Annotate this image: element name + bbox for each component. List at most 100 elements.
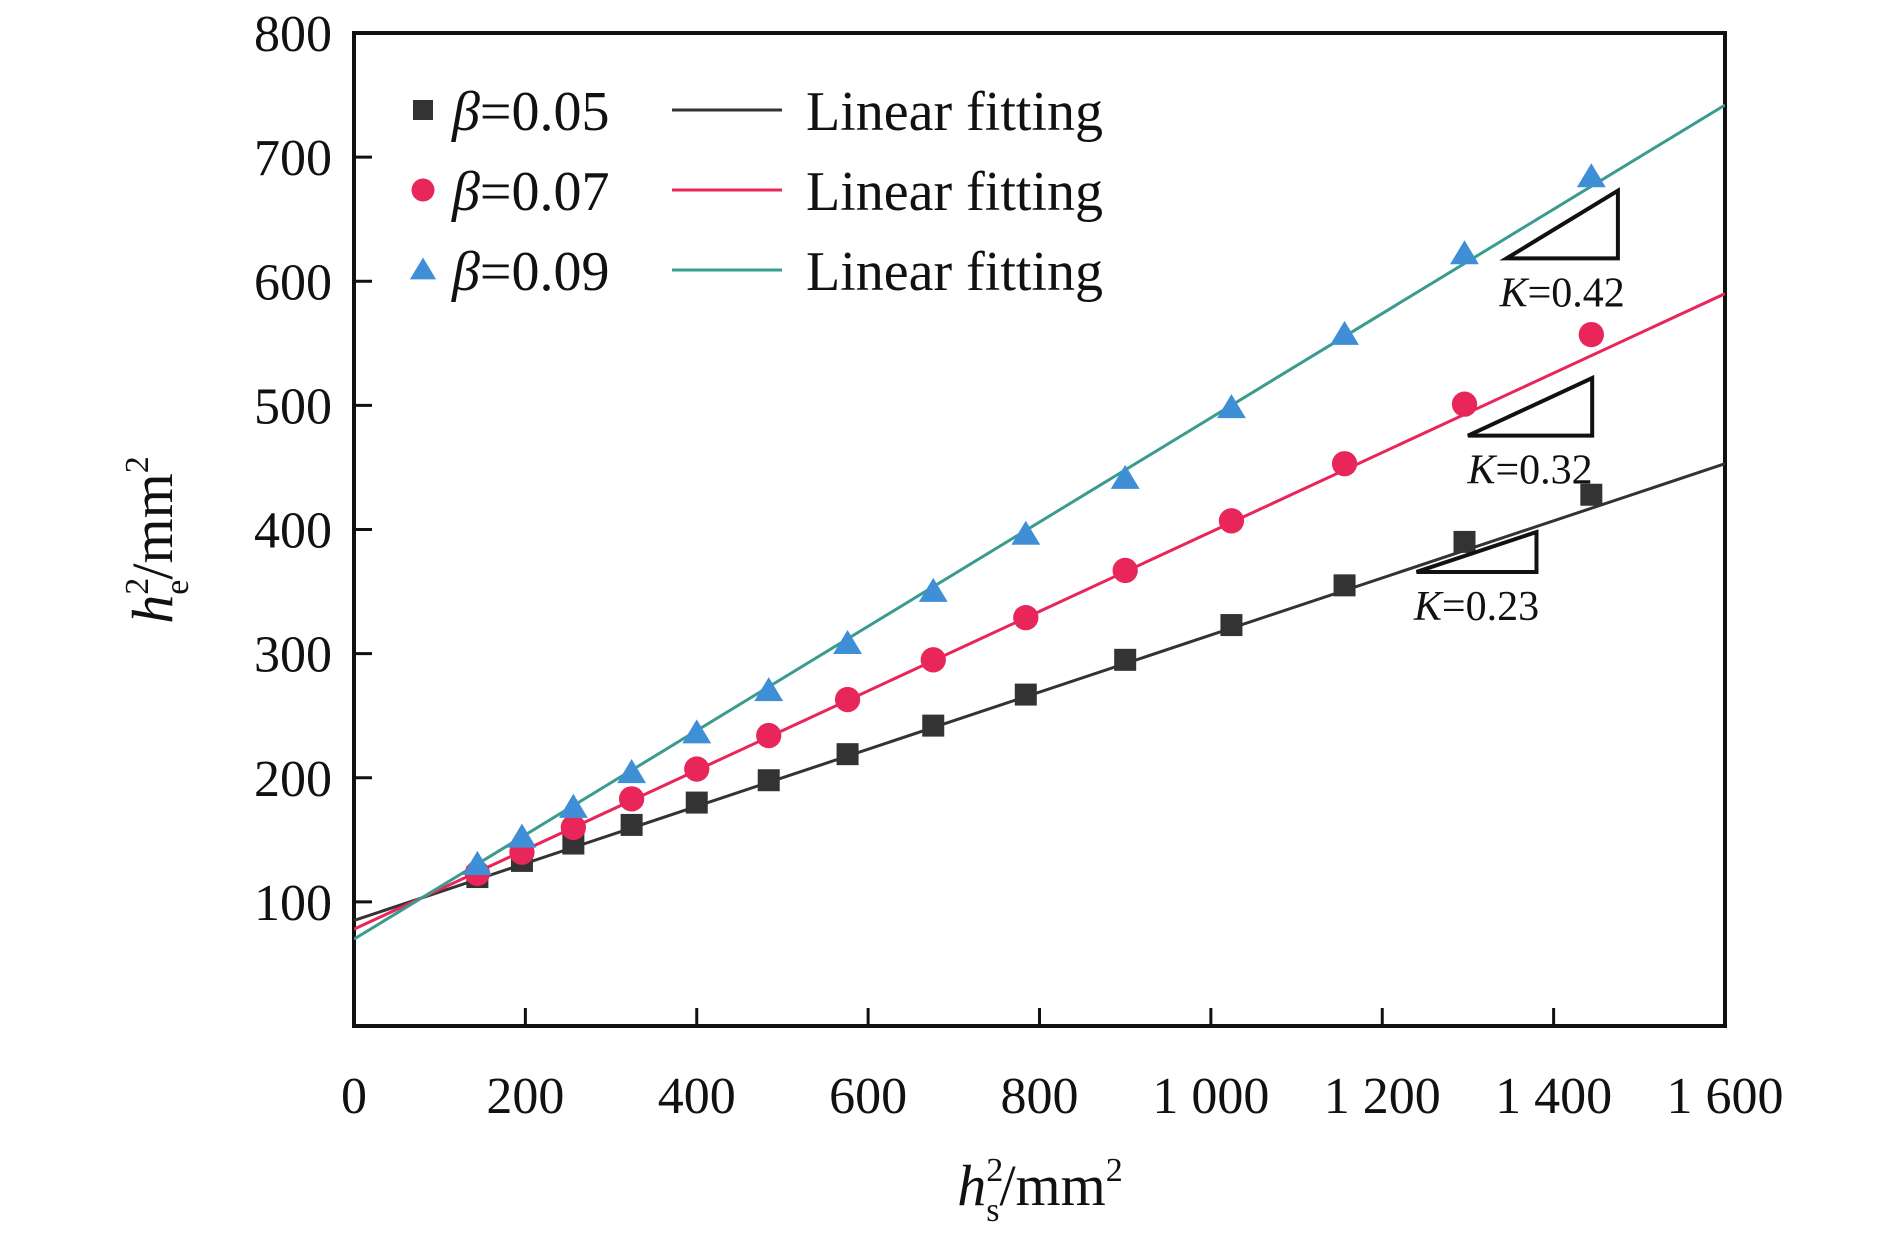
data-point-series-3 (754, 677, 784, 702)
y-axis-label-unit: /mm (120, 473, 185, 579)
data-point-series-2 (1331, 451, 1358, 477)
data-point-series-2 (1451, 391, 1478, 417)
legend-marker-series-1 (413, 100, 433, 120)
data-point-series-1 (1220, 614, 1243, 637)
x-axis-label-sub: s (986, 1192, 999, 1229)
x-tick-label: 1 600 (1667, 1068, 1784, 1125)
legend-beta-value: =0.07 (480, 161, 610, 223)
slope-label-symbol: K (1413, 584, 1444, 630)
legend-marker-series-3 (409, 257, 437, 280)
y-axis-label: h2e/mm2 (119, 456, 196, 623)
x-tick-label: 1 000 (1152, 1068, 1269, 1125)
slope-label-value: =0.23 (1442, 584, 1539, 630)
data-point-series-2 (1578, 321, 1604, 348)
x-tick-label: 1 200 (1324, 1068, 1441, 1125)
x-axis: 0 200 400 600 800 1 000 1 200 1 400 1 600 (341, 1008, 1784, 1125)
x-axis-label-base: h (957, 1153, 986, 1218)
y-tick-label: 700 (254, 130, 332, 187)
data-point-series-1 (620, 813, 643, 836)
data-point-series-2 (560, 814, 587, 841)
data-point-series-3 (682, 719, 712, 744)
x-axis-label-sup: 2 (986, 1152, 1003, 1189)
x-tick-label: 1 400 (1495, 1068, 1612, 1125)
legend-beta-value: =0.05 (480, 81, 610, 143)
slope-label-value: =0.42 (1528, 270, 1625, 316)
legend-label-series-3: β=0.09 (451, 241, 609, 303)
y-tick-label: 200 (254, 751, 332, 808)
data-point-series-1 (922, 714, 945, 737)
slope-label-series-1: K=0.23 (1413, 584, 1539, 630)
slope-triangle-series-3 (1499, 187, 1620, 261)
y-tick-label: 600 (254, 254, 332, 311)
data-point-series-3 (1011, 520, 1041, 545)
data-point-series-1 (757, 769, 780, 792)
legend-label-series-1: β=0.05 (451, 81, 609, 143)
legend-beta-symbol: β (451, 241, 480, 303)
x-tick-label: 0 (341, 1068, 367, 1125)
data-point-series-1 (1114, 648, 1137, 671)
data-point-series-3 (558, 793, 588, 818)
data-point-series-1 (1014, 683, 1037, 706)
data-point-series-2 (920, 647, 946, 673)
y-axis-label-base: h (120, 595, 185, 624)
legend-fit-label-series-3: Linear fitting (806, 241, 1103, 303)
data-point-series-1 (685, 791, 708, 814)
x-axis-label-unit-sup: 2 (1106, 1152, 1123, 1189)
data-point-series-1 (1333, 574, 1356, 597)
slope-triangle-series-2 (1467, 374, 1595, 438)
legend-beta-value: =0.09 (480, 241, 610, 303)
fit-line-series-3 (354, 103, 1725, 941)
data-markers (462, 163, 1606, 889)
legend-beta-symbol: β (451, 161, 480, 223)
data-point-series-3 (1110, 464, 1140, 489)
data-point-series-3 (1217, 394, 1246, 419)
data-point-series-2 (684, 756, 710, 782)
data-point-series-3 (1330, 320, 1359, 345)
data-point-series-2 (834, 686, 861, 713)
data-point-series-2 (756, 722, 782, 749)
x-axis-label-unit: /mm (999, 1153, 1105, 1218)
y-axis: 100 200 300 400 500 600 700 800 (254, 6, 372, 932)
data-point-series-3 (507, 823, 537, 848)
legend-beta-symbol: β (451, 81, 480, 143)
data-point-series-1 (836, 743, 859, 766)
x-tick-label: 800 (1001, 1068, 1079, 1125)
data-point-series-3 (1576, 163, 1606, 188)
legend-fit-label-series-1: Linear fitting (806, 81, 1103, 143)
slope-label-value: =0.32 (1495, 448, 1592, 494)
x-tick-label: 200 (486, 1068, 564, 1125)
data-point-series-2 (1112, 557, 1138, 584)
y-tick-label: 500 (254, 378, 332, 435)
slope-triangle-series-1 (1415, 529, 1539, 574)
data-point-series-2 (1013, 604, 1039, 631)
fit-lines (354, 103, 1725, 941)
slope-annotations: K=0.23K=0.32K=0.42 (1413, 187, 1625, 630)
data-point-series-3 (833, 629, 862, 655)
y-axis-label-sup: 2 (119, 578, 156, 595)
x-axis-label: h2 s/mm2 (957, 1152, 1123, 1229)
data-point-series-2 (1218, 508, 1245, 534)
legend-label-series-2: β=0.07 (451, 161, 609, 223)
slope-label-series-2: K=0.32 (1466, 448, 1592, 494)
slope-label-symbol: K (1499, 270, 1530, 316)
legend-marker-series-2 (411, 178, 435, 202)
data-point-series-3 (617, 759, 647, 784)
x-tick-label: 600 (829, 1068, 907, 1125)
data-point-series-3 (462, 850, 492, 875)
slope-label-series-3: K=0.42 (1499, 270, 1625, 316)
legend-fit-label-series-2: Linear fitting (806, 161, 1103, 223)
data-point-series-3 (918, 577, 948, 602)
y-axis-label-unit-sup: 2 (119, 456, 156, 473)
fit-line-series-1 (354, 462, 1725, 922)
y-tick-label: 400 (254, 503, 332, 560)
data-point-series-1 (1453, 530, 1476, 553)
data-point-series-3 (1450, 240, 1479, 265)
slope-label-symbol: K (1466, 448, 1497, 494)
data-point-series-1 (1580, 483, 1603, 506)
y-tick-label: 300 (254, 627, 332, 684)
y-axis-label-sub: e (159, 580, 196, 595)
data-point-series-2 (618, 786, 645, 812)
y-tick-label: 800 (254, 6, 332, 63)
